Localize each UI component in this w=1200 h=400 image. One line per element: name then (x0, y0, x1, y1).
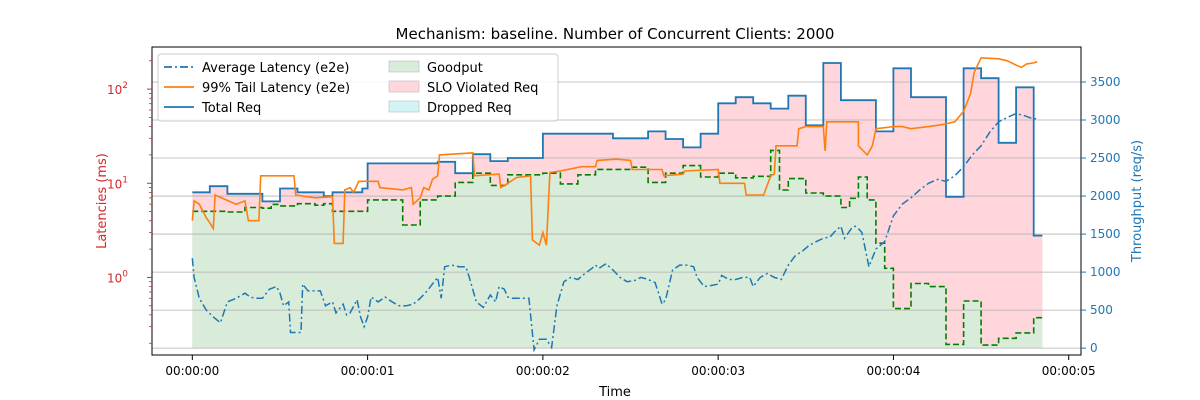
tail-latency-line (191, 56, 1038, 247)
plot-frame (151, 46, 1082, 356)
x-tick-label: 00:00:03 (691, 364, 745, 378)
right-tick-label: 1000 (1090, 265, 1121, 279)
total-req-line (192, 62, 1043, 237)
legend-label: Dropped Req (427, 101, 512, 116)
left-tick-exponent: 0 (122, 269, 128, 279)
right-tick-label: 3000 (1090, 113, 1121, 127)
legend-label: 99% Tail Latency (e2e) (202, 81, 350, 96)
series-lines (191, 56, 1043, 353)
right-tick-label: 500 (1090, 303, 1113, 317)
x-tick-label: 00:00:00 (165, 364, 219, 378)
legend-box (157, 53, 559, 122)
legend-label: Goodput (427, 61, 483, 76)
chart-title: Mechanism: baseline. Number of Concurren… (396, 25, 835, 43)
x-tick-label: 00:00:02 (516, 364, 570, 378)
left-tick-exponent: 1 (122, 175, 128, 185)
right-tick-label: 3500 (1090, 75, 1121, 89)
legend-swatch (388, 80, 420, 93)
right-tick-label: 2000 (1090, 189, 1121, 203)
left-tick-label: 101 (107, 175, 128, 191)
legend-swatch (388, 60, 420, 73)
legend-label: Average Latency (e2e) (202, 61, 349, 76)
right-tick-label: 1500 (1090, 227, 1121, 241)
x-axis-label: Time (598, 385, 631, 400)
legend-swatch (388, 100, 420, 113)
left-y-axis-label: Latencies (ms) (95, 153, 110, 249)
fill-areas (192, 62, 1043, 349)
right-y-axis-label: Throughput (req/s) (1130, 140, 1145, 263)
legend: Average Latency (e2e) 99% Tail Latency (e… (157, 53, 559, 122)
x-tick-label: 00:00:01 (341, 364, 395, 378)
x-tick-label: 00:00:05 (1042, 364, 1096, 378)
legend-label: SLO Violated Req (427, 81, 538, 96)
legend-label: Total Req (201, 101, 261, 116)
right-tick-label: 2500 (1090, 151, 1121, 165)
x-tick-label: 00:00:04 (866, 364, 920, 378)
left-tick-label: 100 (107, 269, 128, 285)
average-latency-line (191, 112, 1038, 353)
left-tick-label: 102 (107, 81, 128, 97)
right-tick-label: 0 (1090, 341, 1098, 355)
goodput-fill (192, 150, 1043, 349)
x-axis: 00:00:00 00:00:01 00:00:02 00:00:03 00:00:04… (165, 355, 1096, 378)
left-tick-exponent: 2 (122, 81, 128, 91)
right-y-axis: 0 500 1000 1500 2000 2500 3000 3500 (1081, 75, 1121, 355)
